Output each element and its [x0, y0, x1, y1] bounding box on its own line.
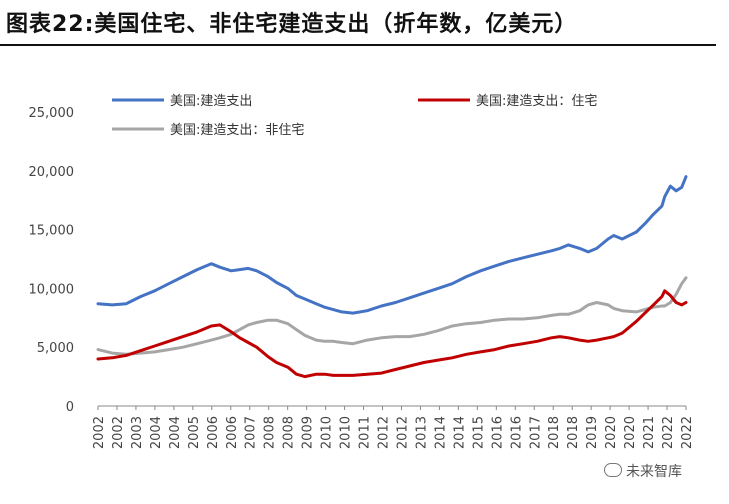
x-tick-label: 2015	[471, 416, 486, 449]
x-tick-label: 2016	[509, 416, 524, 449]
x-tick-label: 2019	[585, 416, 600, 449]
x-tick-label: 2009	[301, 416, 316, 449]
x-tick-label: 2010	[320, 416, 335, 449]
y-tick-label: 25,000	[29, 106, 75, 121]
title-divider	[0, 44, 716, 46]
x-tick-label: 2002	[92, 416, 107, 449]
series-line-0	[96, 175, 688, 315]
x-axis: 2002 2002 2003 2004 2004 2005 2006 2006 2007 2008…	[92, 405, 695, 449]
x-tick-label: 2014	[452, 416, 467, 449]
x-tick-label: 2018	[547, 416, 562, 449]
watermark: 未来智库	[604, 461, 682, 481]
x-tick-label: 2004	[168, 416, 183, 449]
x-tick-label: 2013	[414, 416, 429, 449]
x-tick-label: 2003	[130, 416, 145, 449]
x-tick-label: 2008	[282, 416, 297, 449]
series-lines	[96, 175, 688, 379]
x-tick-label: 2022	[661, 416, 676, 449]
x-tick-label: 2018	[566, 416, 581, 449]
y-tick-label: 0	[66, 400, 74, 415]
x-tick-label: 2012	[395, 416, 410, 449]
y-tick-label: 20,000	[29, 165, 75, 180]
x-tick-label: 2007	[244, 416, 259, 449]
x-tick-label: 2006	[225, 416, 240, 449]
legend-label-1: 美国:建造支出：住宅	[476, 94, 597, 109]
x-tick-label: 2017	[528, 416, 543, 449]
x-tick-label: 2012	[377, 416, 392, 449]
legend-label-2: 美国:建造支出：非住宅	[170, 123, 304, 138]
x-tick-label: 2020	[604, 416, 619, 449]
x-tick-label: 2014	[433, 416, 448, 449]
x-tick-label: 2010	[339, 416, 354, 449]
y-axis: 0 5,000 10,000 15,000 20,000 25,000	[29, 106, 75, 415]
x-tick-label: 2022	[680, 416, 695, 449]
legend-label-0: 美国:建造支出	[170, 94, 252, 109]
x-tick-label: 2002	[111, 416, 126, 449]
y-tick-label: 15,000	[29, 224, 75, 239]
series-line-2	[96, 276, 688, 356]
y-tick-label: 5,000	[37, 341, 74, 356]
x-tick-label: 2020	[623, 416, 638, 449]
x-tick-label: 2016	[490, 416, 505, 449]
x-tick-label: 2011	[358, 416, 373, 449]
series-line-1	[96, 289, 688, 379]
x-tick-label: 2005	[187, 416, 202, 449]
x-tick-label: 2004	[149, 416, 164, 449]
watermark-text: 未来智库	[626, 464, 682, 480]
x-tick-label: 2006	[206, 416, 221, 449]
wechat-icon	[604, 463, 622, 477]
y-tick-label: 10,000	[29, 282, 75, 297]
chart-title: 图表22:美国住宅、非住宅建造支出（折年数，亿美元）	[6, 12, 578, 37]
x-tick-label: 2021	[642, 416, 657, 449]
x-tick-label: 2008	[263, 416, 278, 449]
